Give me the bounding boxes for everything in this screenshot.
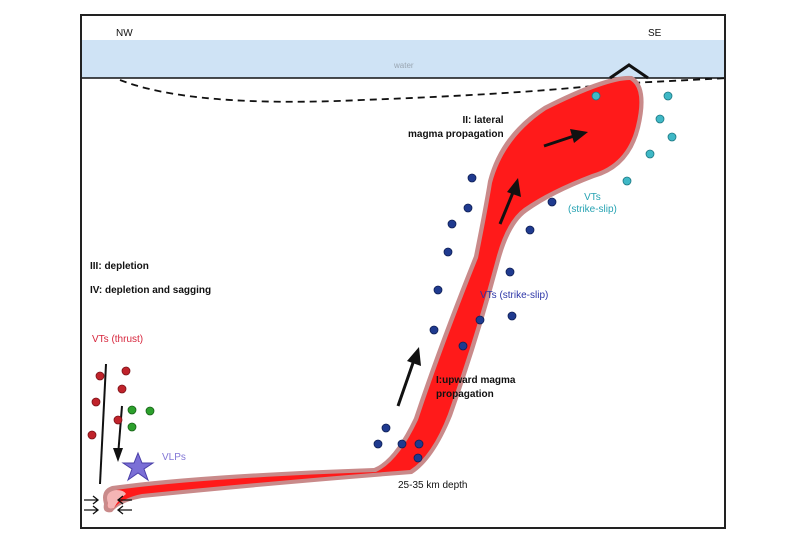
vt-thrust-dot xyxy=(95,371,105,381)
green-event-dot xyxy=(127,422,137,432)
stage-iv-label: IV: depletion and sagging xyxy=(90,285,212,296)
vt-strike-slip-dot xyxy=(507,311,517,321)
vt-strike-slip-dot xyxy=(381,423,391,433)
upward-arrow-head xyxy=(407,347,421,366)
subsidence-dashed-line xyxy=(119,77,724,103)
movement-arrows xyxy=(396,129,588,407)
vt-strike-slip-dot xyxy=(373,439,383,449)
vt-strike-slip-dot xyxy=(433,285,443,295)
vt-strike-slip-dot xyxy=(463,203,473,213)
water-layer xyxy=(82,40,724,78)
vt-strike-slip-top-dot xyxy=(667,132,677,142)
vt-strike-slip-dot xyxy=(505,267,515,277)
vt-strike-slip-top-dot xyxy=(622,176,632,186)
upward-arrow-shaft xyxy=(396,359,416,407)
vt-thrust-dot xyxy=(113,415,123,425)
compression-arrow-right-top xyxy=(116,495,132,505)
fault-line-1 xyxy=(99,363,107,485)
vts-strike-slip-label: VTs (strike-slip) xyxy=(480,290,549,301)
vt-thrust-dot xyxy=(91,397,101,407)
compression-arrow-left-top xyxy=(84,495,100,505)
vts-thrust-label: VTs (thrust) xyxy=(92,334,144,345)
vt-strike-slip-dot xyxy=(525,225,535,235)
compression-arrow-left-bottom xyxy=(84,505,100,515)
vts-strike-slip-top-events xyxy=(591,91,677,186)
vt-strike-slip-dot xyxy=(429,325,439,335)
lateral-arrow-shaft xyxy=(543,134,575,148)
depth-label: 25-35 km depth xyxy=(398,480,468,491)
magma-deep-end xyxy=(107,490,126,509)
fault-line-2 xyxy=(117,405,123,457)
rising-arrow-shaft xyxy=(498,189,516,225)
stage-ii-label: II: lateral magma propagation xyxy=(408,115,504,140)
green-event-dot xyxy=(127,405,137,415)
vts-strike-slip-top-label: VTs (strike-slip) xyxy=(568,192,617,215)
vts-thrust-events xyxy=(87,366,131,440)
green-events xyxy=(127,405,155,432)
vt-strike-slip-dot xyxy=(397,439,407,449)
vlp-star-icon xyxy=(121,451,155,482)
vt-strike-slip-dot xyxy=(547,197,557,207)
fault-arrowhead xyxy=(113,448,123,462)
vt-strike-slip-dot xyxy=(447,219,457,229)
vts-strike-slip-events xyxy=(373,173,557,463)
vt-strike-slip-dot xyxy=(458,341,468,351)
stage-iii-label: III: depletion xyxy=(90,261,149,272)
vt-thrust-dot xyxy=(121,366,131,376)
rising-arrow-head xyxy=(507,178,521,197)
vt-thrust-dot xyxy=(117,384,127,394)
cross-section-svg xyxy=(82,40,724,515)
vt-strike-slip-dot xyxy=(443,247,453,257)
vt-strike-slip-dot xyxy=(467,173,477,183)
nw-label: NW xyxy=(116,28,133,39)
green-event-dot xyxy=(145,406,155,416)
lateral-arrow-head xyxy=(570,129,588,143)
vlps-label: VLPs xyxy=(162,452,186,463)
vt-strike-slip-top-dot xyxy=(645,149,655,159)
vt-thrust-dot xyxy=(87,430,97,440)
compression-arrow-right-bottom xyxy=(116,505,132,515)
diagram-frame: NW SE water II: lateral magma propagatio… xyxy=(80,14,726,529)
vt-strike-slip-dot xyxy=(414,439,424,449)
vt-strike-slip-top-dot xyxy=(591,91,601,101)
vt-strike-slip-dot xyxy=(413,453,423,463)
vt-strike-slip-top-dot xyxy=(655,114,665,124)
volcano-cone xyxy=(609,63,649,80)
stage-i-label: I:upward magma propagation xyxy=(436,375,516,400)
vt-strike-slip-top-dot xyxy=(663,91,673,101)
se-label: SE xyxy=(648,28,662,39)
magma-dike xyxy=(107,80,640,509)
water-label: water xyxy=(394,61,414,70)
vt-strike-slip-dot xyxy=(475,315,485,325)
